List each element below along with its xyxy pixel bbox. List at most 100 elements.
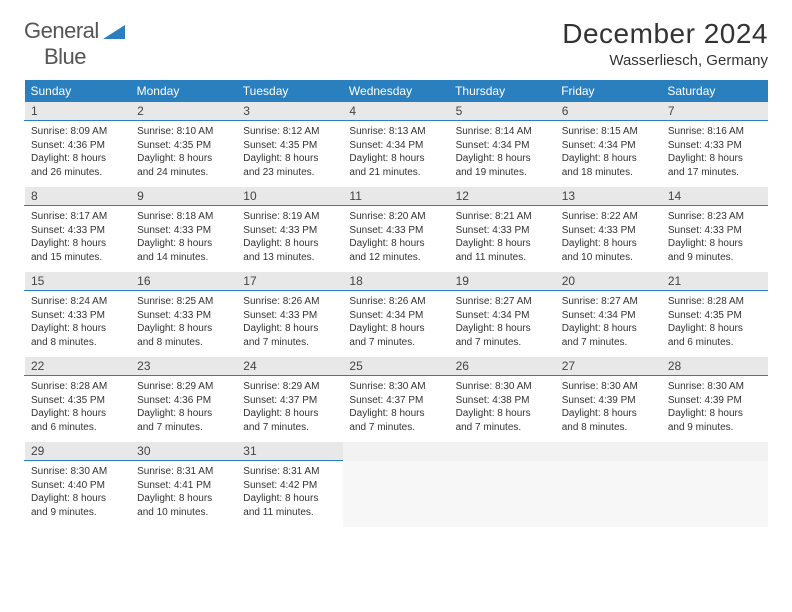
daylight-line: Daylight: 8 hours and 24 minutes. [137, 152, 230, 179]
day-content-cell: Sunrise: 8:29 AMSunset: 4:36 PMDaylight:… [131, 376, 237, 443]
sunset-line: Sunset: 4:37 PM [349, 394, 442, 408]
day-content-cell: Sunrise: 8:16 AMSunset: 4:33 PMDaylight:… [661, 121, 767, 188]
sunset-line: Sunset: 4:36 PM [137, 394, 230, 408]
sunset-line: Sunset: 4:39 PM [562, 394, 655, 408]
title-block: December 2024 Wasserliesch, Germany [562, 18, 768, 69]
sunset-line: Sunset: 4:34 PM [456, 309, 549, 323]
day-number-cell: 25 [343, 357, 449, 376]
day-content-cell [661, 461, 767, 528]
sunrise-line: Sunrise: 8:12 AM [243, 125, 336, 139]
daylight-line: Daylight: 8 hours and 9 minutes. [31, 492, 124, 519]
day-number-cell: 12 [449, 187, 555, 206]
sunset-line: Sunset: 4:34 PM [349, 139, 442, 153]
sunset-line: Sunset: 4:33 PM [31, 224, 124, 238]
sunrise-line: Sunrise: 8:09 AM [31, 125, 124, 139]
sunrise-line: Sunrise: 8:30 AM [31, 465, 124, 479]
day-number-cell: 30 [131, 442, 237, 461]
sunset-line: Sunset: 4:41 PM [137, 479, 230, 493]
day-content-cell: Sunrise: 8:25 AMSunset: 4:33 PMDaylight:… [131, 291, 237, 358]
page-title: December 2024 [562, 18, 768, 50]
sunset-line: Sunset: 4:35 PM [31, 394, 124, 408]
sunrise-line: Sunrise: 8:31 AM [243, 465, 336, 479]
day-number-cell: 16 [131, 272, 237, 291]
sunrise-line: Sunrise: 8:23 AM [668, 210, 761, 224]
day-number-cell: 28 [661, 357, 767, 376]
day-number-cell: 31 [237, 442, 343, 461]
sunset-line: Sunset: 4:34 PM [456, 139, 549, 153]
sunset-line: Sunset: 4:36 PM [31, 139, 124, 153]
sunrise-line: Sunrise: 8:30 AM [562, 380, 655, 394]
day-content-cell: Sunrise: 8:13 AMSunset: 4:34 PMDaylight:… [343, 121, 449, 188]
day-content-cell: Sunrise: 8:22 AMSunset: 4:33 PMDaylight:… [555, 206, 661, 273]
day-number-cell: 6 [555, 102, 661, 121]
day-content-cell: Sunrise: 8:19 AMSunset: 4:33 PMDaylight:… [237, 206, 343, 273]
day-content-cell: Sunrise: 8:10 AMSunset: 4:35 PMDaylight:… [131, 121, 237, 188]
sunrise-line: Sunrise: 8:19 AM [243, 210, 336, 224]
daylight-line: Daylight: 8 hours and 14 minutes. [137, 237, 230, 264]
sunset-line: Sunset: 4:33 PM [243, 224, 336, 238]
day-content-cell: Sunrise: 8:30 AMSunset: 4:37 PMDaylight:… [343, 376, 449, 443]
day-content-cell: Sunrise: 8:26 AMSunset: 4:34 PMDaylight:… [343, 291, 449, 358]
sunset-line: Sunset: 4:34 PM [562, 139, 655, 153]
sunrise-line: Sunrise: 8:20 AM [349, 210, 442, 224]
daylight-line: Daylight: 8 hours and 10 minutes. [562, 237, 655, 264]
daylight-line: Daylight: 8 hours and 9 minutes. [668, 407, 761, 434]
day-number-cell: 20 [555, 272, 661, 291]
sunset-line: Sunset: 4:38 PM [456, 394, 549, 408]
sunrise-line: Sunrise: 8:28 AM [31, 380, 124, 394]
sunrise-line: Sunrise: 8:14 AM [456, 125, 549, 139]
sunrise-line: Sunrise: 8:30 AM [456, 380, 549, 394]
sunset-line: Sunset: 4:33 PM [562, 224, 655, 238]
sunset-line: Sunset: 4:33 PM [668, 224, 761, 238]
daylight-line: Daylight: 8 hours and 10 minutes. [137, 492, 230, 519]
sunset-line: Sunset: 4:35 PM [668, 309, 761, 323]
daylight-line: Daylight: 8 hours and 7 minutes. [562, 322, 655, 349]
day-content-cell: Sunrise: 8:17 AMSunset: 4:33 PMDaylight:… [25, 206, 131, 273]
day-content-cell: Sunrise: 8:26 AMSunset: 4:33 PMDaylight:… [237, 291, 343, 358]
sunset-line: Sunset: 4:37 PM [243, 394, 336, 408]
sunrise-line: Sunrise: 8:31 AM [137, 465, 230, 479]
sunrise-line: Sunrise: 8:24 AM [31, 295, 124, 309]
day-number-cell: 11 [343, 187, 449, 206]
sunset-line: Sunset: 4:35 PM [137, 139, 230, 153]
sunset-line: Sunset: 4:33 PM [668, 139, 761, 153]
location-label: Wasserliesch, Germany [562, 52, 768, 69]
day-content-cell: Sunrise: 8:30 AMSunset: 4:38 PMDaylight:… [449, 376, 555, 443]
day-number-cell: 21 [661, 272, 767, 291]
day-number-cell: 18 [343, 272, 449, 291]
sunrise-line: Sunrise: 8:26 AM [243, 295, 336, 309]
sunset-line: Sunset: 4:33 PM [31, 309, 124, 323]
day-number-cell: 29 [25, 442, 131, 461]
day-number-cell: 2 [131, 102, 237, 121]
daylight-line: Daylight: 8 hours and 7 minutes. [349, 322, 442, 349]
day-number-cell: 17 [237, 272, 343, 291]
sunrise-line: Sunrise: 8:26 AM [349, 295, 442, 309]
day-content-cell: Sunrise: 8:09 AMSunset: 4:36 PMDaylight:… [25, 121, 131, 188]
daylight-line: Daylight: 8 hours and 8 minutes. [562, 407, 655, 434]
day-content-cell: Sunrise: 8:18 AMSunset: 4:33 PMDaylight:… [131, 206, 237, 273]
day-content-cell: Sunrise: 8:27 AMSunset: 4:34 PMDaylight:… [449, 291, 555, 358]
sunrise-line: Sunrise: 8:13 AM [349, 125, 442, 139]
sunset-line: Sunset: 4:35 PM [243, 139, 336, 153]
calendar-body: 1234567Sunrise: 8:09 AMSunset: 4:36 PMDa… [25, 102, 768, 527]
day-number-cell: 4 [343, 102, 449, 121]
day-content-cell [555, 461, 661, 528]
daylight-line: Daylight: 8 hours and 12 minutes. [349, 237, 442, 264]
day-content-cell [449, 461, 555, 528]
day-content-cell: Sunrise: 8:24 AMSunset: 4:33 PMDaylight:… [25, 291, 131, 358]
daylight-line: Daylight: 8 hours and 7 minutes. [243, 322, 336, 349]
sunset-line: Sunset: 4:33 PM [456, 224, 549, 238]
sunset-line: Sunset: 4:33 PM [243, 309, 336, 323]
sunrise-line: Sunrise: 8:30 AM [668, 380, 761, 394]
sunset-line: Sunset: 4:33 PM [349, 224, 442, 238]
sunrise-line: Sunrise: 8:25 AM [137, 295, 230, 309]
sunrise-line: Sunrise: 8:27 AM [562, 295, 655, 309]
sunset-line: Sunset: 4:39 PM [668, 394, 761, 408]
day-number-cell: 22 [25, 357, 131, 376]
daylight-line: Daylight: 8 hours and 8 minutes. [137, 322, 230, 349]
daylight-line: Daylight: 8 hours and 11 minutes. [243, 492, 336, 519]
day-content-cell: Sunrise: 8:28 AMSunset: 4:35 PMDaylight:… [661, 291, 767, 358]
daylight-line: Daylight: 8 hours and 21 minutes. [349, 152, 442, 179]
day-number-cell [343, 442, 449, 461]
day-content-cell: Sunrise: 8:28 AMSunset: 4:35 PMDaylight:… [25, 376, 131, 443]
